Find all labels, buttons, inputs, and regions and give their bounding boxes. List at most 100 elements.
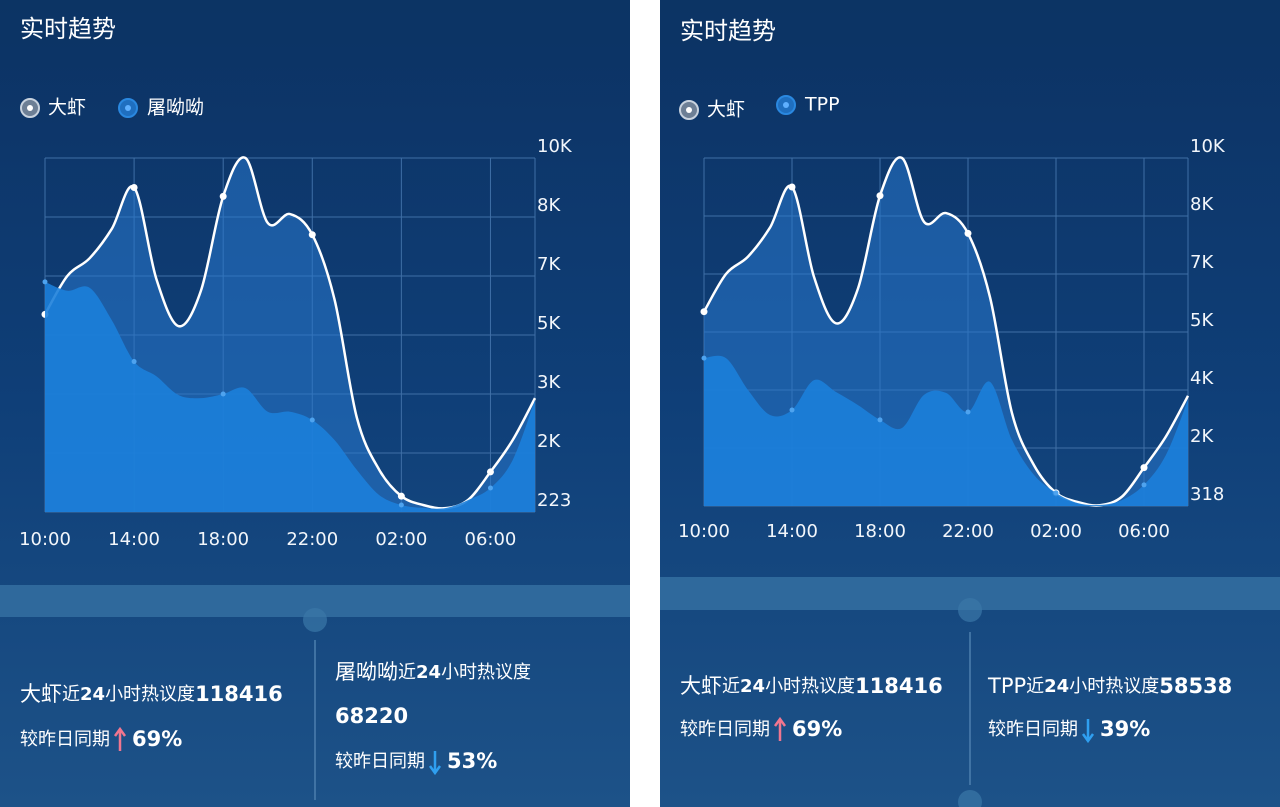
x-tick-label: 14:00 bbox=[108, 529, 160, 550]
legend-label: 屠呦呦 bbox=[147, 97, 204, 119]
stat-value: 68220 bbox=[335, 704, 408, 728]
area bbox=[704, 355, 1188, 506]
stat-value: 118416 bbox=[855, 674, 943, 698]
area bbox=[45, 281, 535, 512]
y-tick-label: 10K bbox=[537, 136, 573, 157]
trend-arrow bbox=[1081, 719, 1095, 744]
stat-value: 118416 bbox=[195, 682, 283, 706]
stat-change: 69% bbox=[792, 717, 842, 741]
stat-hours: 24 bbox=[1044, 676, 1069, 697]
legend-dot bbox=[125, 105, 131, 111]
stat-compare: 较昨日同期 bbox=[335, 751, 425, 772]
x-tick-label: 14:00 bbox=[766, 521, 818, 542]
header-bg bbox=[660, 0, 1280, 65]
x-tick-label: 22:00 bbox=[286, 529, 338, 550]
knob bbox=[303, 608, 327, 632]
knob bbox=[958, 790, 982, 807]
stat-compare: 较昨日同期 bbox=[988, 719, 1078, 740]
stat-title: 大虾近24小时热议度118416 bbox=[680, 674, 943, 698]
stat-hours: 24 bbox=[740, 676, 765, 697]
stat-name: TPP bbox=[987, 674, 1026, 698]
y-tick-label: 3K bbox=[537, 372, 561, 393]
point bbox=[964, 229, 972, 237]
y-tick-label: 5K bbox=[537, 313, 561, 334]
x-tick-label: 18:00 bbox=[197, 529, 249, 550]
y-tick-label: 7K bbox=[1190, 252, 1214, 273]
y-tick-label: 8K bbox=[537, 195, 561, 216]
stat-hours: 24 bbox=[416, 662, 441, 683]
x-tick-label: 18:00 bbox=[854, 521, 906, 542]
point bbox=[877, 417, 883, 423]
x-tick-label: 10:00 bbox=[19, 529, 71, 550]
x-tick-label: 02:00 bbox=[375, 529, 427, 550]
chart-title: 实时趋势 bbox=[680, 17, 776, 45]
point bbox=[486, 468, 494, 476]
point bbox=[219, 192, 227, 200]
stat-title: 屠呦呦近24小时热议度 bbox=[335, 660, 531, 684]
stat-prefix: 近 bbox=[398, 662, 416, 683]
legend-label: 大虾 bbox=[48, 97, 86, 119]
point bbox=[131, 359, 137, 365]
trend-arrow bbox=[428, 751, 442, 776]
stat-name: 大虾 bbox=[20, 682, 62, 706]
header-bg bbox=[0, 0, 630, 65]
stat-change: 53% bbox=[447, 749, 497, 773]
legend-dot bbox=[686, 107, 692, 113]
stat-suffix: 小时热议度 bbox=[765, 676, 855, 697]
point bbox=[1141, 482, 1147, 488]
point bbox=[700, 308, 708, 316]
stat-prefix: 近 bbox=[62, 684, 80, 705]
y-tick-label: 318 bbox=[1190, 484, 1224, 505]
point bbox=[308, 231, 316, 239]
stat-compare: 较昨日同期 bbox=[680, 719, 770, 740]
x-tick-label: 10:00 bbox=[678, 521, 730, 542]
y-tick-label: 8K bbox=[1190, 194, 1214, 215]
trend-arrow bbox=[773, 716, 787, 741]
point bbox=[1140, 464, 1148, 472]
stat-change: 39% bbox=[1100, 717, 1150, 741]
trend-arrow bbox=[113, 726, 127, 751]
point bbox=[130, 184, 138, 191]
stat-hours: 24 bbox=[80, 684, 105, 705]
point bbox=[397, 492, 405, 500]
point bbox=[789, 407, 795, 413]
point bbox=[487, 485, 493, 491]
point bbox=[965, 409, 971, 415]
legend-label: 大虾 bbox=[707, 99, 745, 121]
stat-suffix: 小时热议度 bbox=[1069, 676, 1159, 697]
x-tick-label: 06:00 bbox=[465, 529, 517, 550]
chart-title: 实时趋势 bbox=[20, 15, 116, 43]
x-tick-label: 06:00 bbox=[1118, 521, 1170, 542]
y-tick-label: 7K bbox=[537, 254, 561, 275]
point bbox=[788, 183, 796, 191]
stat-title: 大虾近24小时热议度118416 bbox=[20, 682, 283, 706]
legend-label: TPP bbox=[804, 94, 840, 116]
stat-prefix: 近 bbox=[722, 676, 740, 697]
stat-name: 屠呦呦 bbox=[335, 660, 398, 684]
stat-value: 58538 bbox=[1159, 674, 1232, 698]
point bbox=[220, 391, 226, 397]
stat-compare: 较昨日同期 bbox=[20, 729, 110, 750]
x-tick-label: 22:00 bbox=[942, 521, 994, 542]
point bbox=[1053, 490, 1059, 496]
y-tick-label: 10K bbox=[1190, 136, 1226, 157]
knob bbox=[958, 598, 982, 622]
y-tick-label: 5K bbox=[1190, 310, 1214, 331]
stat-name: 大虾 bbox=[680, 674, 722, 698]
legend-dot bbox=[27, 105, 33, 111]
point bbox=[876, 192, 884, 200]
point bbox=[701, 355, 707, 361]
legend-dot bbox=[783, 102, 789, 108]
stat-title: TPP近24小时热议度58538 bbox=[987, 674, 1232, 698]
stat-prefix: 近 bbox=[1026, 676, 1044, 697]
y-tick-label: 2K bbox=[537, 431, 561, 452]
point bbox=[42, 279, 48, 285]
y-tick-label: 2K bbox=[1190, 426, 1214, 447]
point bbox=[398, 502, 404, 508]
stat-suffix: 小时热议度 bbox=[105, 684, 195, 705]
y-tick-label: 223 bbox=[537, 490, 571, 511]
point bbox=[309, 417, 315, 423]
y-tick-label: 4K bbox=[1190, 368, 1214, 389]
stat-suffix: 小时热议度 bbox=[441, 662, 531, 683]
